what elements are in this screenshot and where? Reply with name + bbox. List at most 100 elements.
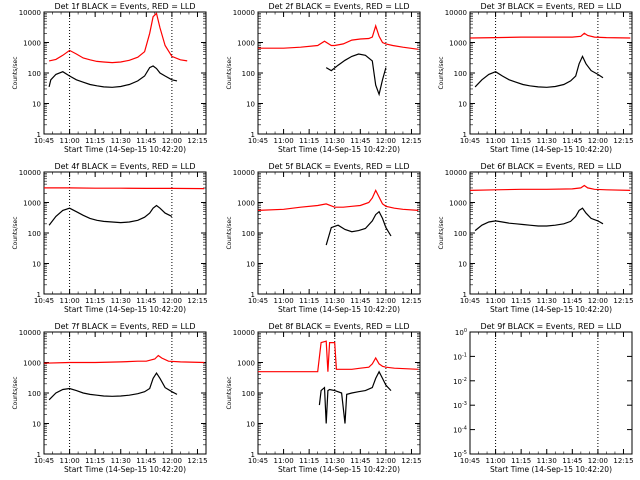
y-tick-label: 10 bbox=[246, 421, 255, 429]
x-axis-label: Start Time (14-Sep-15 10:42:20) bbox=[64, 465, 186, 474]
chart-panel-4: Det 4f BLACK = Events, RED = LLD 1 10 100 10… bbox=[12, 162, 208, 314]
chart-title: Det 1f BLACK = Events, RED = LLD bbox=[54, 2, 195, 11]
y-tick-label: 100 bbox=[454, 230, 467, 238]
x-tick-label: 12:15 bbox=[187, 137, 207, 145]
y-tick-label: 1000 bbox=[237, 200, 255, 208]
x-axis-label: Start Time (14-Sep-15 10:42:20) bbox=[490, 465, 612, 474]
lld-series-line bbox=[48, 12, 188, 64]
y-tick-label: 10000 bbox=[233, 9, 255, 17]
y-axis-label: Counts/sec bbox=[226, 216, 233, 249]
x-tick-label: 12:00 bbox=[588, 297, 608, 305]
y-tick-label: 1 bbox=[251, 451, 255, 459]
lld-series-line bbox=[469, 184, 631, 191]
x-tick-label: 11:00 bbox=[273, 457, 293, 465]
events-series-line bbox=[474, 207, 604, 232]
y-tick-label: 1 bbox=[37, 291, 41, 299]
x-tick-label: 11:15 bbox=[299, 297, 319, 305]
y-tick-label: 10 bbox=[458, 101, 467, 109]
x-tick-label: 11:45 bbox=[136, 457, 156, 465]
y-tick-label: 10000 bbox=[233, 329, 255, 337]
y-tick-label: 1 bbox=[251, 131, 255, 139]
x-tick-label: 11:30 bbox=[325, 457, 345, 465]
x-tick-label: 12:00 bbox=[162, 137, 182, 145]
plot-frame bbox=[469, 331, 633, 455]
x-tick-label: 12:00 bbox=[588, 457, 608, 465]
y-tick-label: 1000 bbox=[23, 360, 41, 368]
y-tick-label: 100 bbox=[242, 70, 255, 78]
x-tick-label: 11:45 bbox=[350, 457, 370, 465]
x-tick-label: 11:15 bbox=[511, 297, 531, 305]
y-tick-label: 10 bbox=[32, 261, 41, 269]
y-tick-label: 100 bbox=[242, 230, 255, 238]
x-tick-label: 10:45 bbox=[460, 297, 480, 305]
y-tick-label: 1 bbox=[37, 451, 41, 459]
x-tick-label: 11:15 bbox=[85, 297, 105, 305]
x-tick-label: 12:15 bbox=[613, 457, 633, 465]
lld-series-line bbox=[257, 189, 419, 211]
plot-frame bbox=[469, 11, 633, 135]
chart-title: Det 8f BLACK = Events, RED = LLD bbox=[268, 322, 409, 331]
x-tick-label: 11:15 bbox=[511, 137, 531, 145]
events-series-line bbox=[474, 54, 604, 88]
x-tick-label: 12:15 bbox=[401, 457, 421, 465]
chart-panel-8: Det 8f BLACK = Events, RED = LLD 1 10 100 10… bbox=[226, 322, 422, 474]
x-tick-label: 10:45 bbox=[460, 137, 480, 145]
plot-frame bbox=[257, 331, 421, 455]
lld-series-line bbox=[258, 23, 419, 50]
y-tick-label: 10-3 bbox=[453, 401, 467, 410]
y-tick-label: 10000 bbox=[445, 9, 467, 17]
plot-frame bbox=[43, 171, 207, 295]
chart-panel-1: Det 1f BLACK = Events, RED = LLD 1 10 100 10… bbox=[12, 2, 208, 154]
x-tick-label: 11:00 bbox=[59, 297, 79, 305]
chart-title: Det 2f BLACK = Events, RED = LLD bbox=[268, 2, 409, 11]
y-tick-label: 10-4 bbox=[453, 426, 467, 435]
events-series-line bbox=[48, 65, 178, 88]
chart-title: Det 4f BLACK = Events, RED = LLD bbox=[54, 162, 195, 171]
y-tick-label: 10-1 bbox=[453, 352, 467, 361]
lld-series-line bbox=[258, 340, 419, 373]
y-tick-label: 1000 bbox=[237, 40, 255, 48]
x-tick-label: 11:45 bbox=[350, 297, 370, 305]
x-tick-label: 11:45 bbox=[562, 457, 582, 465]
x-tick-label: 11:45 bbox=[562, 137, 582, 145]
y-tick-label: 100 bbox=[28, 70, 41, 78]
y-tick-label: 10 bbox=[458, 261, 467, 269]
y-tick-label: 1 bbox=[37, 131, 41, 139]
x-tick-label: 11:30 bbox=[111, 297, 131, 305]
y-tick-label: 1000 bbox=[449, 40, 467, 48]
chart-panel-3: Det 3f BLACK = Events, RED = LLD 1 10 100 10… bbox=[438, 2, 634, 154]
chart-panel-7: Det 7f BLACK = Events, RED = LLD 1 10 100 10… bbox=[12, 322, 208, 474]
y-tick-label: 1 bbox=[463, 291, 467, 299]
y-axis-label: Counts/sec bbox=[12, 56, 19, 89]
x-tick-label: 12:15 bbox=[401, 297, 421, 305]
chart-panel-9: Det 9f BLACK = Events, RED = LLD 10-5 10-4… bbox=[453, 322, 633, 474]
x-tick-label: 10:45 bbox=[34, 457, 54, 465]
x-tick-label: 11:00 bbox=[59, 137, 79, 145]
x-tick-label: 11:15 bbox=[85, 457, 105, 465]
chart-title: Det 5f BLACK = Events, RED = LLD bbox=[268, 162, 409, 171]
chart-panel-2: Det 2f BLACK = Events, RED = LLD 1 10 100 10… bbox=[226, 2, 422, 154]
x-tick-label: 10:45 bbox=[248, 297, 268, 305]
events-series-line bbox=[318, 370, 392, 424]
x-axis-label: Start Time (14-Sep-15 10:42:20) bbox=[64, 305, 186, 314]
y-tick-label: 1000 bbox=[23, 200, 41, 208]
lld-series-line bbox=[469, 32, 631, 39]
y-tick-label: 1 bbox=[251, 291, 255, 299]
lld-series-line bbox=[44, 187, 205, 190]
events-series-line bbox=[325, 53, 387, 97]
y-tick-label: 100 bbox=[28, 230, 41, 238]
x-axis-label: Start Time (14-Sep-15 10:42:20) bbox=[278, 465, 400, 474]
y-axis-label: Counts/sec bbox=[12, 376, 19, 409]
y-tick-label: 100 bbox=[455, 328, 467, 337]
plot-frame bbox=[257, 11, 421, 135]
x-tick-label: 12:00 bbox=[162, 457, 182, 465]
plot-frame bbox=[43, 331, 207, 455]
y-tick-label: 100 bbox=[242, 390, 255, 398]
x-tick-label: 12:15 bbox=[613, 137, 633, 145]
x-tick-label: 11:30 bbox=[537, 457, 557, 465]
chart-panel-5: Det 5f BLACK = Events, RED = LLD 1 10 100 10… bbox=[226, 162, 422, 314]
x-tick-label: 11:15 bbox=[299, 457, 319, 465]
y-axis-label: Counts/sec bbox=[226, 56, 233, 89]
y-tick-label: 10000 bbox=[233, 169, 255, 177]
